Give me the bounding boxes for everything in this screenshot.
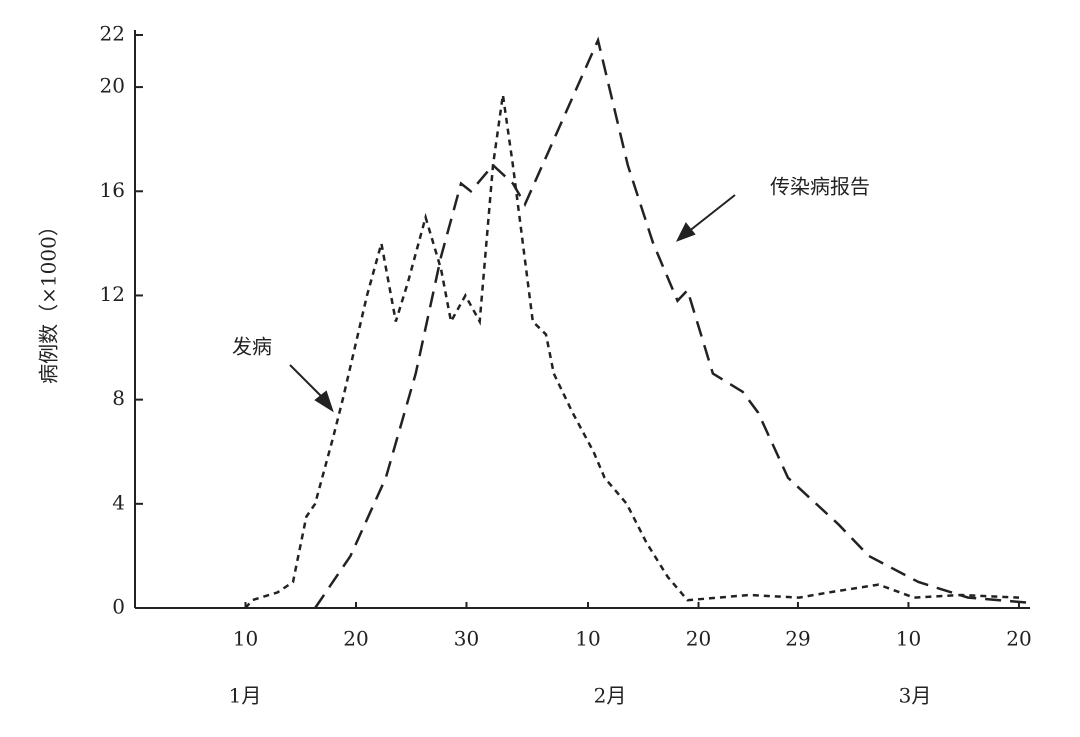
- x-tick-label: 20: [686, 627, 711, 651]
- y-tick-label: 4: [112, 490, 125, 514]
- arrow: [289, 194, 736, 413]
- series-annotation: 传染病报告: [770, 175, 870, 199]
- y-tick-label: 16: [100, 178, 125, 202]
- x-tick-label: 10: [896, 627, 921, 651]
- x-tick-label: 20: [343, 627, 368, 651]
- month-label: 2月: [594, 684, 627, 708]
- x-tick-label: 29: [785, 627, 810, 651]
- x-tick-label: 10: [233, 627, 258, 651]
- y-tick-label: 12: [100, 282, 125, 306]
- y-tick-label: 0: [112, 595, 125, 619]
- month-label: 1月: [229, 684, 262, 708]
- y-axis-label: 病例数（×1000）: [37, 216, 61, 384]
- series-annotation: 发病: [232, 335, 272, 359]
- series-line: [314, 36, 1031, 609]
- y-tick-label: 22: [100, 22, 125, 46]
- x-tick-label: 10: [575, 627, 600, 651]
- month-label: 3月: [899, 684, 932, 708]
- x-tick-label: 20: [1006, 627, 1031, 651]
- y-tick-label: 20: [100, 74, 125, 98]
- y-tick-label: 8: [112, 386, 125, 410]
- x-tick-label: 30: [454, 627, 479, 651]
